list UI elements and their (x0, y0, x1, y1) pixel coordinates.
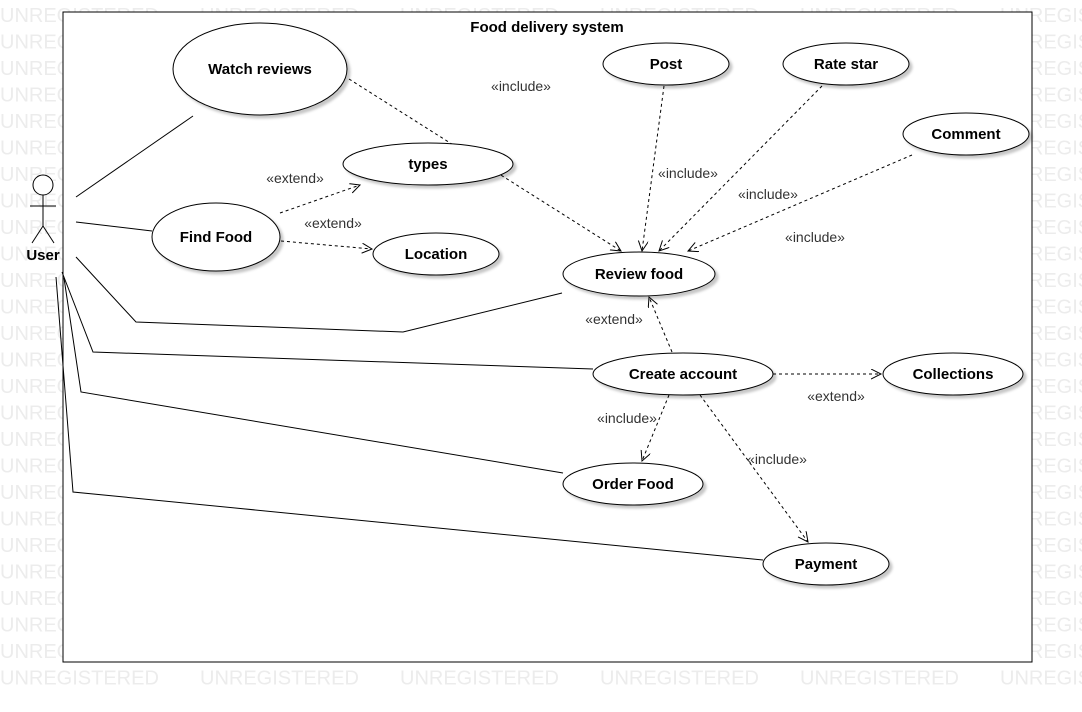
usecase-post[interactable] (602, 42, 730, 86)
watermark-text: UNREGISTERED (1000, 668, 1082, 690)
label-order-include: «include» (597, 410, 657, 426)
usecase-order-food[interactable] (562, 462, 704, 506)
label-review-extend: «extend» (585, 311, 643, 327)
label-watch-include: «include» (491, 78, 551, 94)
watermark-text: UNREGISTERED (0, 668, 159, 690)
usecase-order-food-label: Order Food (592, 476, 674, 493)
dep-create-to-review (649, 297, 673, 353)
usecase-location-label: Location (405, 246, 468, 263)
usecase-review-food[interactable] (562, 251, 716, 297)
usecase-watch-reviews[interactable] (172, 22, 348, 116)
assoc-find-food (75, 221, 153, 232)
usecase-find-food-label: Find Food (180, 229, 252, 246)
usecase-types[interactable] (342, 142, 514, 186)
usecase-payment[interactable] (762, 542, 890, 586)
label-types-extend: «extend» (266, 170, 324, 186)
dependencies (279, 78, 913, 542)
usecase-watch-reviews-label: Watch reviews (208, 61, 312, 78)
stereotype-labels: «include» «include» «include» «include» … (266, 78, 865, 467)
system-title: Food delivery system (470, 19, 623, 36)
assoc-order-food (63, 277, 564, 474)
associations (55, 115, 764, 561)
assoc-payment (55, 276, 764, 561)
label-payment-include: «include» (747, 451, 807, 467)
usecase-comment-label: Comment (931, 126, 1000, 143)
usecase-find-food[interactable] (151, 202, 281, 272)
use-cases (151, 22, 1030, 586)
usecase-comment[interactable] (902, 112, 1030, 156)
dep-findfood-to-types (279, 185, 360, 214)
dep-rate-to-review (659, 85, 823, 251)
usecase-payment-label: Payment (795, 556, 858, 573)
usecase-create-account-label: Create account (629, 366, 737, 383)
actor-head (32, 174, 54, 196)
assoc-create-account (61, 271, 594, 370)
actor-user-label: User (26, 247, 60, 264)
label-location-extend: «extend» (304, 215, 362, 231)
usecase-collections-label: Collections (913, 366, 994, 383)
dep-comment-to-review (688, 154, 913, 251)
assoc-review-food (75, 256, 563, 333)
assoc-watch-reviews (75, 115, 194, 198)
dep-post-to-review (642, 85, 665, 251)
label-collections-extend: «extend» (807, 388, 865, 404)
dep-create-to-payment (699, 394, 808, 542)
usecase-review-food-label: Review food (595, 266, 683, 283)
label-post-include: «include» (658, 165, 718, 181)
watermark-text: UNREGISTERED (200, 668, 359, 690)
watermark-text: UNREGISTERED (400, 668, 559, 690)
label-rate-include: «include» (738, 186, 798, 202)
usecase-create-account[interactable] (592, 352, 774, 396)
actor-user (30, 174, 56, 244)
usecase-types-label: types (408, 156, 447, 173)
usecase-post-label: Post (650, 56, 683, 73)
watermark-text: UNREGISTERED (600, 668, 759, 690)
usecase-collections[interactable] (882, 352, 1024, 396)
watermark-text: UNREGISTERED (800, 668, 959, 690)
usecase-rate-star[interactable] (782, 42, 910, 86)
usecase-location[interactable] (372, 232, 500, 276)
use-case-labels: Watch reviews Post Rate star Comment typ… (180, 56, 1001, 573)
label-comment-include: «include» (785, 229, 845, 245)
usecase-rate-star-label: Rate star (814, 56, 878, 73)
